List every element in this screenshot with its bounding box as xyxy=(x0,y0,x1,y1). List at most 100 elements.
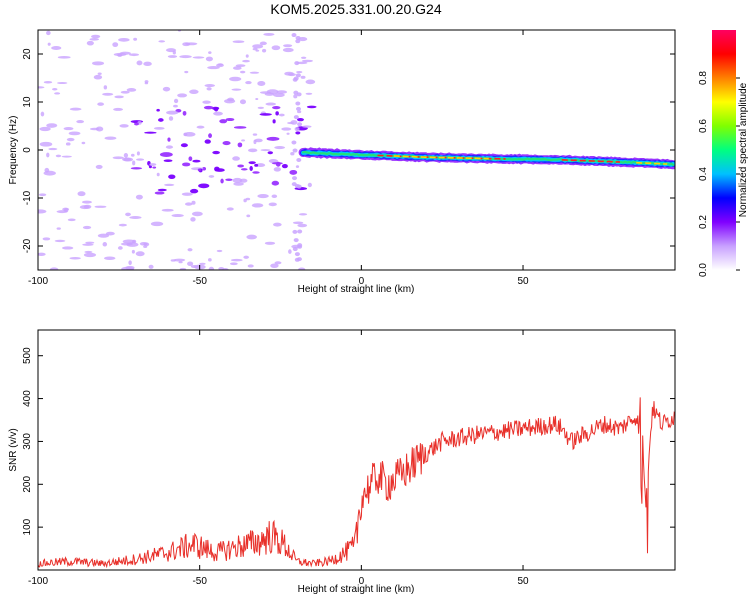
spectrogram-noise-cell xyxy=(273,222,282,227)
spectrogram-noise-cell xyxy=(222,141,231,146)
spectrogram-noise-cell xyxy=(249,71,260,74)
spectrogram-noise-cell xyxy=(182,110,187,116)
spectrogram-noise-cell xyxy=(57,56,71,59)
spectrogram-noise-cell xyxy=(233,182,244,186)
spectrogram-noise-cell xyxy=(157,188,167,192)
spectrogram-noise-cell xyxy=(281,163,288,169)
spectrogram-noise-cell xyxy=(259,41,267,46)
spectrogram-noise-cell xyxy=(188,156,193,162)
y-tick-label: 500 xyxy=(22,347,33,364)
spectrogram-noise-cell xyxy=(49,267,59,270)
spectrogram-noise-cell xyxy=(154,191,165,195)
spectrogram-noise-cell xyxy=(143,61,152,66)
spectrogram-noise-cell xyxy=(283,44,293,48)
spectrogram-noise-cell xyxy=(237,142,243,148)
spectrogram-noise-cell xyxy=(225,117,235,122)
spectrogram-noise-cell xyxy=(295,101,301,106)
spectrogram-noise-cell xyxy=(298,267,306,270)
spectrogram-noise-cell xyxy=(233,66,242,70)
spectrogram-noise-cell xyxy=(62,207,70,211)
x-tick-label: 50 xyxy=(517,576,529,587)
spectrogram-noise-cell xyxy=(204,84,216,88)
spectrogram-noise-cell xyxy=(130,167,143,170)
spectrogram-noise-cell xyxy=(77,191,86,197)
spectrogram-noise-cell xyxy=(268,202,277,207)
spectrogram-noise-cell xyxy=(252,171,260,174)
spectrogram-noise-cell xyxy=(249,165,253,171)
spectrogram-noise-cell xyxy=(295,131,301,135)
spectrogram-noise-cell xyxy=(133,37,138,41)
x-tick-label: -100 xyxy=(28,276,48,287)
y-tick-label: 10 xyxy=(22,96,33,108)
spectrogram-noise-cell xyxy=(81,141,86,145)
spectrogram-noise-cell xyxy=(158,40,166,43)
spectrogram-noise-cell xyxy=(178,261,183,264)
spectrogram-noise-cell xyxy=(242,59,250,63)
spectrogram-noise-cell xyxy=(38,252,46,256)
spectrogram-noise-cell xyxy=(295,35,301,40)
spectrogram-noise-cell xyxy=(112,42,119,48)
spectrogram-noise-cell xyxy=(294,61,300,66)
spectrogram-noise-cell xyxy=(288,249,292,254)
spectrogram-noise-cell xyxy=(302,125,312,128)
spectrogram-noise-cell xyxy=(264,241,276,245)
spectrogram-noise-cell xyxy=(126,88,137,92)
spectrogram-noise-cell xyxy=(221,267,229,270)
spectrogram-noise-cell xyxy=(208,133,212,139)
spectrogram-noise-cell xyxy=(162,86,171,92)
x-tick-label: 50 xyxy=(517,276,529,287)
spectrogram-noise-cell xyxy=(46,152,50,158)
spectrogram-noise-cell xyxy=(135,194,143,200)
colorbar-tick-label: 0.0 xyxy=(698,263,709,277)
spectrogram-noise-cell xyxy=(134,122,139,126)
spectrogram-noise-cell xyxy=(125,265,135,270)
spectrogram-noise-cell xyxy=(82,225,92,230)
colorbar-ticks: 0.0 0.2 0.4 0.6 0.8 xyxy=(698,71,740,277)
spectrogram-noise-cell xyxy=(271,162,283,165)
spectrogram-noise-cell xyxy=(247,264,254,268)
snr-panel: -100 -50 0 50 100 200 300 400 500 Height of str… xyxy=(8,329,676,595)
spectrogram-noise-cell xyxy=(65,142,71,146)
snr-y-label: SNR (v/v) xyxy=(8,428,19,471)
spectrogram-noise-cell xyxy=(255,97,259,101)
spectrogram-x-ticks: -100 -50 0 50 xyxy=(28,30,529,287)
spectrogram-noise-cell xyxy=(185,202,193,206)
spectrogram-noise-cell xyxy=(89,38,100,41)
spectrogram-noise-cell xyxy=(153,126,165,130)
spectrogram-noise-cell xyxy=(295,165,300,169)
spectrogram-noise-cell xyxy=(297,118,304,122)
snr-series-line xyxy=(38,397,675,569)
spectrogram-noise-cell xyxy=(56,81,68,85)
spectrogram-noise-cell xyxy=(297,122,303,127)
spectrogram-noise-cell xyxy=(173,104,178,108)
spectrogram-noise-cell xyxy=(300,56,307,59)
spectrogram-noise-cell xyxy=(62,246,74,250)
spectrogram-noise-cell xyxy=(230,258,243,262)
y-tick-label: 400 xyxy=(22,390,33,407)
colorbar-tick-label: 0.4 xyxy=(698,167,709,181)
spectrogram-noise-cell xyxy=(254,138,263,143)
spectrogram-noise-cell xyxy=(272,92,285,98)
spectrogram-noise-cell xyxy=(83,252,97,258)
spectrogram-noise-cell xyxy=(136,158,145,161)
spectrogram-noise-cell xyxy=(293,115,299,120)
spectrogram-noise-cell xyxy=(63,126,74,131)
spectrogram-noise-cell xyxy=(152,166,157,169)
spectrogram-noise-cell xyxy=(226,207,234,211)
spectrogram-noise-cell xyxy=(237,164,244,168)
spectrogram-noise-cell xyxy=(297,223,308,228)
spectrogram-noise-cell xyxy=(290,152,295,156)
spectrogram-noise-cell xyxy=(163,159,173,163)
spectrogram-noise-cell xyxy=(273,167,281,172)
spectrogram-noise-cell xyxy=(275,111,279,116)
spectrogram-noise-cell xyxy=(196,125,205,129)
spectrogram-noise-cell xyxy=(264,92,275,96)
spectrogram-noise-cell xyxy=(168,174,176,179)
spectrogram-noise-cell xyxy=(95,164,103,170)
spectrogram-ridge-core xyxy=(636,161,668,165)
spectrogram-noise-cell xyxy=(184,70,189,74)
spectrogram-noise-cell xyxy=(262,48,267,53)
y-tick-label: 0 xyxy=(22,147,33,153)
